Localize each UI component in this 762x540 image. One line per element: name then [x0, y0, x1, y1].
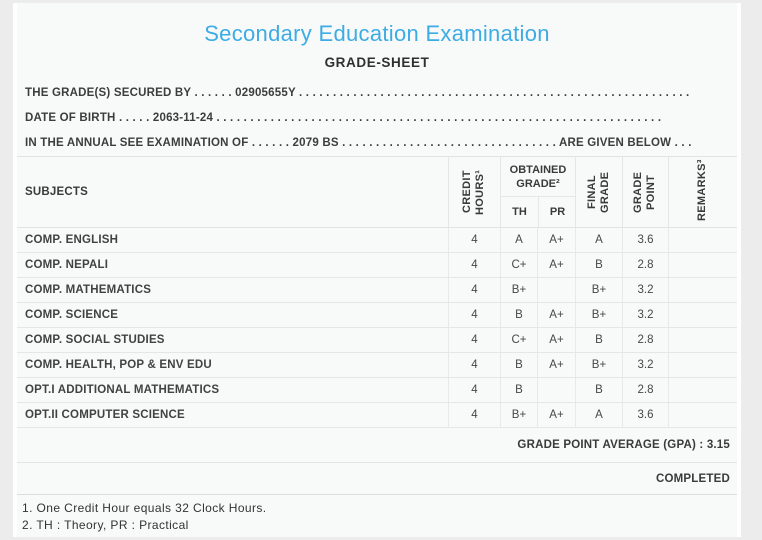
header-credit-hours-label: CREDIT HOURS¹ [461, 169, 487, 215]
table-row: COMP. SOCIAL STUDIES 4 C+ A+ B 2.8 [17, 328, 737, 353]
table-row: OPT.II COMPUTER SCIENCE 4 B+ A+ A 3.6 [17, 403, 737, 428]
table-body: COMP. ENGLISH 4 A A+ A 3.6 COMP. NEPALI … [17, 228, 737, 428]
credit-cell: 4 [448, 278, 500, 302]
page-title: Secondary Education Examination [204, 21, 550, 46]
table-row: COMP. NEPALI 4 C+ A+ B 2.8 [17, 253, 737, 278]
pr-grade-cell [537, 378, 575, 402]
table-row: COMP. SCIENCE 4 B A+ B+ 3.2 [17, 303, 737, 328]
credit-cell: 4 [448, 353, 500, 377]
remarks-cell [668, 403, 737, 427]
pr-grade-cell [537, 278, 575, 302]
status-line: COMPLETED [17, 463, 737, 495]
credit-cell: 4 [448, 328, 500, 352]
grade-point-cell: 3.2 [622, 278, 668, 302]
pr-grade-cell: A+ [537, 328, 575, 352]
credit-cell: 4 [448, 253, 500, 277]
subject-cell: COMP. ENGLISH [25, 234, 119, 246]
th-grade-cell: B+ [500, 278, 537, 302]
th-grade-cell: B+ [500, 403, 537, 427]
th-grade-cell: C+ [500, 253, 537, 277]
subject-cell: OPT.II COMPUTER SCIENCE [25, 409, 185, 421]
final-grade-cell: A [575, 403, 622, 427]
gpa-line: GRADE POINT AVERAGE (GPA) : 3.15 [17, 428, 737, 463]
pr-grade-cell: A+ [537, 228, 575, 252]
th-grade-cell: C+ [500, 328, 537, 352]
final-grade-cell: B [575, 328, 622, 352]
subject-cell: OPT.I ADDITIONAL MATHEMATICS [25, 384, 220, 396]
header-pr: PR [538, 197, 576, 227]
table-row: OPT.I ADDITIONAL MATHEMATICS 4 B B 2.8 [17, 378, 737, 403]
header-remarks: REMARKS³ [668, 157, 737, 227]
subject-cell: COMP. HEALTH, POP & ENV EDU [25, 359, 212, 371]
header-subjects: SUBJECTS [25, 186, 88, 198]
pr-grade-cell: A+ [537, 253, 575, 277]
pr-grade-cell: A+ [537, 303, 575, 327]
header-th-pr-row: TH PR [501, 197, 575, 227]
subject-cell: COMP. SCIENCE [25, 309, 119, 321]
grade-point-cell: 3.6 [622, 403, 668, 427]
remarks-cell [668, 253, 737, 277]
credit-cell: 4 [448, 228, 500, 252]
th-grade-cell: B [500, 353, 537, 377]
info-line-date-of-birth: DATE OF BIRTH . . . . . 2063-11-24 . . .… [25, 112, 662, 124]
header-obtained-grade: OBTAINED GRADE² [501, 157, 575, 197]
grade-point-cell: 2.8 [622, 378, 668, 402]
final-grade-cell: B [575, 378, 622, 402]
final-grade-cell: B+ [575, 353, 622, 377]
credit-cell: 4 [448, 403, 500, 427]
remarks-cell [668, 378, 737, 402]
candidate-info: THE GRADE(S) SECURED BY . . . . . . 0290… [17, 81, 737, 156]
final-grade-cell: A [575, 228, 622, 252]
table-row: COMP. HEALTH, POP & ENV EDU 4 B A+ B+ 3.… [17, 353, 737, 378]
remarks-cell [668, 353, 737, 377]
final-grade-cell: B+ [575, 303, 622, 327]
header-credit-hours: CREDIT HOURS¹ [448, 157, 500, 227]
table-row: COMP. ENGLISH 4 A A+ A 3.6 [17, 228, 737, 253]
subject-cell: COMP. NEPALI [25, 259, 109, 271]
grade-point-cell: 2.8 [622, 253, 668, 277]
subject-cell: COMP. SOCIAL STUDIES [25, 334, 165, 346]
header-obtained-grade-group: OBTAINED GRADE² TH PR [500, 157, 575, 227]
th-grade-cell: A [500, 228, 537, 252]
header-th: TH [512, 206, 527, 218]
grade-sheet-panel: Secondary Education Examination GRADE-SH… [13, 3, 741, 537]
grade-point-cell: 3.2 [622, 353, 668, 377]
header-grade-point-label: GRADE POINT [632, 171, 658, 213]
footnote-credit-hours: 1. One Credit Hour equals 32 Clock Hours… [22, 501, 267, 515]
grade-point-cell: 2.8 [622, 328, 668, 352]
credit-cell: 4 [448, 303, 500, 327]
footnote-th-pr: 2. TH : Theory, PR : Practical [22, 518, 189, 532]
footnotes: 1. One Credit Hour equals 32 Clock Hours… [17, 495, 737, 534]
remarks-cell [668, 228, 737, 252]
grade-point-cell: 3.6 [622, 228, 668, 252]
table-header: SUBJECTS CREDIT HOURS¹ OBTAINED GRADE² T… [17, 156, 737, 228]
pr-grade-cell: A+ [537, 353, 575, 377]
header-grade-point: GRADE POINT [622, 157, 668, 227]
pr-grade-cell: A+ [537, 403, 575, 427]
remarks-cell [668, 303, 737, 327]
final-grade-cell: B+ [575, 278, 622, 302]
header-final-grade: FINAL GRADE [575, 157, 622, 227]
page-subtitle: GRADE-SHEET [324, 55, 430, 70]
th-grade-cell: B [500, 303, 537, 327]
subject-cell: COMP. MATHEMATICS [25, 284, 152, 296]
table-row: COMP. MATHEMATICS 4 B+ B+ 3.2 [17, 278, 737, 303]
final-grade-cell: B [575, 253, 622, 277]
header-remarks-label: REMARKS³ [696, 159, 709, 221]
info-line-secured-by: THE GRADE(S) SECURED BY . . . . . . 0290… [25, 87, 690, 99]
th-grade-cell: B [500, 378, 537, 402]
grade-point-cell: 3.2 [622, 303, 668, 327]
remarks-cell [668, 278, 737, 302]
remarks-cell [668, 328, 737, 352]
credit-cell: 4 [448, 378, 500, 402]
info-line-examination-of: IN THE ANNUAL SEE EXAMINATION OF . . . .… [25, 137, 692, 149]
header-final-grade-label: FINAL GRADE [585, 171, 611, 213]
